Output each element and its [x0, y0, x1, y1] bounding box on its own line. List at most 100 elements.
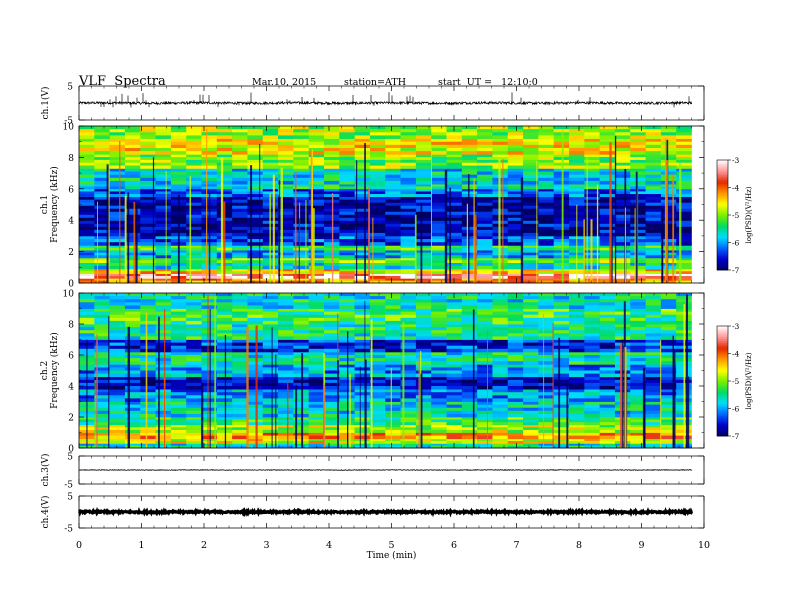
spectrogram-cell — [308, 407, 325, 412]
spectrogram-cell — [630, 342, 646, 347]
spectrogram-cell — [109, 271, 126, 274]
spectrogram-cell — [109, 275, 126, 279]
spectrogram-cell — [431, 129, 447, 133]
spectrogram-cell — [385, 441, 401, 444]
spectrogram-cell — [431, 417, 447, 420]
spectrogram-cell — [645, 196, 662, 201]
spectrogram-cell — [385, 367, 401, 371]
spectrogram-cell — [155, 162, 172, 166]
spectrogram-cell — [660, 443, 677, 447]
spectrogram-cell — [308, 395, 325, 399]
spectrogram-cell — [400, 422, 417, 426]
spectrogram-cell — [262, 376, 279, 381]
spectrogram-cell — [385, 132, 401, 136]
spectrogram-cell — [324, 168, 340, 172]
spectrogram-cell — [109, 129, 126, 133]
spectrogram-cell — [232, 196, 248, 201]
spectrogram-cell — [538, 413, 554, 418]
spectrogram-cell — [645, 252, 662, 256]
spectrogram-cell — [247, 220, 264, 225]
spectrogram-cell — [492, 427, 509, 431]
spectrogram-cell — [446, 147, 463, 152]
spectrogram-spike — [209, 309, 211, 448]
spectrogram-cell — [339, 226, 355, 231]
spectrogram-cell — [431, 355, 447, 359]
spectrogram-cell — [140, 232, 156, 237]
spectrogram-cell — [216, 441, 233, 444]
spectrogram-cell — [553, 252, 570, 256]
spectrogram-cell — [201, 424, 218, 428]
spectrogram-cell — [676, 211, 692, 216]
spectrogram-cell — [660, 232, 677, 237]
spectrogram-cell — [461, 443, 478, 447]
spectrogram-cell — [232, 255, 248, 259]
spectrogram-cell — [94, 413, 110, 418]
spectrogram-cell — [507, 358, 524, 362]
spectrogram-cell — [415, 348, 432, 353]
spectrogram-cell — [584, 180, 600, 185]
spectrogram-cell — [385, 226, 401, 231]
spectrogram-cell — [201, 432, 218, 436]
spectrogram-cell — [293, 239, 309, 243]
spectrogram-spike — [624, 346, 627, 448]
spectrogram-cell — [599, 376, 616, 381]
spectrogram-cell — [645, 202, 662, 207]
spectrogram-cell — [599, 422, 616, 426]
spectrogram-cell — [170, 138, 187, 143]
spectrogram-cell — [676, 265, 692, 270]
spectrogram-cell — [262, 443, 279, 447]
spectrogram-cell — [676, 242, 692, 246]
spectrogram-cell — [507, 214, 524, 219]
spectrogram-cell — [630, 302, 646, 306]
spectrogram-cell — [477, 214, 493, 219]
spectrogram-cell — [293, 413, 309, 418]
spectrogram-cell — [278, 165, 294, 169]
spectrogram-cell — [630, 144, 646, 149]
spectrogram-cell — [140, 389, 156, 393]
spectrogram-cell — [431, 410, 447, 415]
spectrogram-cell — [446, 413, 463, 418]
colorbar-segment — [717, 165, 728, 168]
spectrogram-cell — [308, 265, 325, 270]
spectrogram-cell — [369, 404, 386, 409]
spectrogram-cell — [553, 373, 570, 378]
spectrogram-cell — [523, 194, 539, 198]
spectrogram-cell — [232, 382, 248, 387]
spectrogram-cell — [400, 367, 417, 371]
spectrogram-cell — [584, 135, 600, 139]
spectrogram-cell — [140, 305, 156, 309]
spectrogram-cell — [477, 367, 493, 371]
spectrogram-cell — [415, 376, 432, 381]
spectrogram-cell — [247, 348, 264, 353]
spectrogram-cell — [262, 445, 279, 449]
spectrogram-cell — [599, 235, 616, 240]
spectrogram-cell — [477, 305, 493, 309]
spectrogram-cell — [79, 220, 95, 225]
spectrogram-cell — [124, 154, 141, 158]
spectrogram-cell — [630, 141, 646, 146]
spectrogram-cell — [523, 404, 539, 409]
colorbar-segment — [717, 368, 728, 371]
spectrogram-cell — [446, 242, 463, 246]
spectrogram-cell — [170, 144, 187, 149]
colorbar-segment — [717, 176, 728, 179]
spectrogram-cell — [446, 382, 463, 387]
spectrogram-cell — [216, 443, 233, 447]
spectrogram-cell — [492, 339, 509, 343]
spectrogram-cell — [461, 441, 478, 444]
colorbar-segment — [717, 426, 728, 430]
spectrogram-cell — [339, 147, 355, 152]
spectrogram-cell — [400, 196, 417, 201]
spectrogram-cell — [446, 441, 463, 444]
spectrogram-cell — [232, 299, 248, 303]
spectrogram-cell — [431, 255, 447, 259]
spectrogram-cell — [645, 348, 662, 353]
spectrogram-cell — [431, 376, 447, 381]
spectrogram-cell — [186, 280, 202, 284]
spectrogram-cell — [94, 220, 110, 225]
spectrogram-cell — [507, 247, 524, 251]
spectrogram-cell — [676, 299, 692, 303]
spectrogram-cell — [155, 445, 172, 449]
spectrogram-cell — [538, 398, 554, 402]
